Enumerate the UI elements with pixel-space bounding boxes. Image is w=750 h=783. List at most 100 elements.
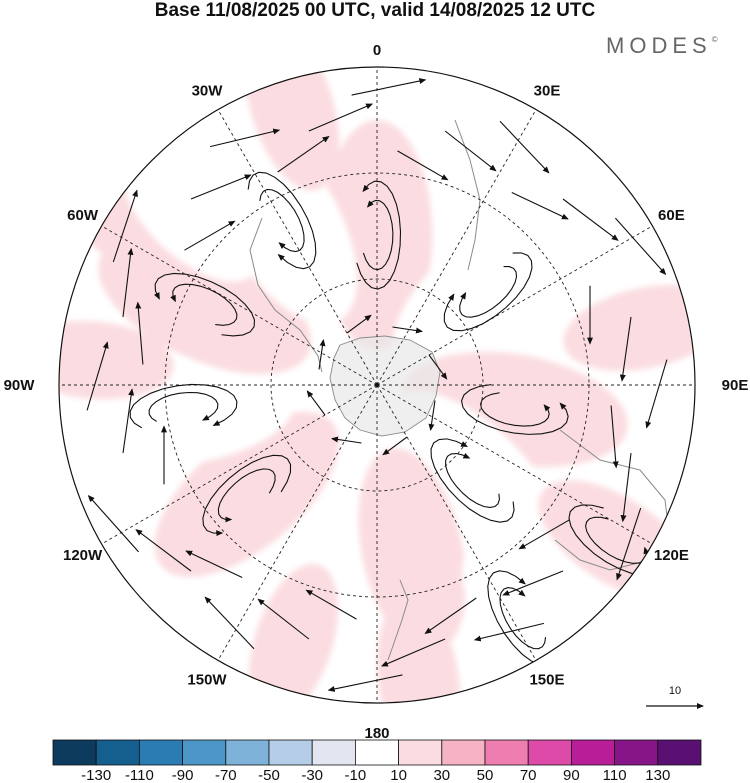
flow-arrow	[87, 494, 140, 553]
colorbar-swatch	[354, 739, 399, 766]
longitude-label: 150W	[187, 671, 227, 688]
colorbar-swatch	[571, 739, 616, 766]
flow-arrow	[318, 339, 326, 370]
reference-vector: 10	[646, 685, 704, 709]
flow-arrow	[204, 596, 255, 650]
flow-arrow	[380, 638, 446, 667]
flow-arrow	[428, 400, 436, 431]
colorbar-tick-label: -110	[125, 767, 154, 783]
colorbar-tick-label: -10	[345, 767, 367, 783]
meridian-line	[217, 384, 378, 661]
colorbar-swatch	[52, 739, 97, 766]
flow-arrow	[184, 220, 236, 251]
latitude-circle	[270, 278, 484, 492]
flow-arrow	[209, 128, 281, 148]
colorbar-tick-label: 70	[520, 767, 537, 783]
brand-mark: ©	[711, 35, 718, 44]
anomaly-field	[59, 67, 695, 703]
flow-arrow	[518, 519, 570, 550]
map-disk-border	[58, 66, 696, 704]
flow-arrow	[306, 390, 326, 416]
flow-arrow	[444, 130, 497, 172]
wind-streamlines	[86, 78, 668, 692]
vortex-streamline	[259, 188, 305, 253]
flow-arrow	[257, 598, 310, 640]
anomaly-center	[248, 563, 339, 703]
flow-arrow	[614, 217, 667, 276]
vortex-streamline	[362, 199, 394, 271]
flow-arrow	[346, 314, 372, 334]
flow-arrow	[277, 136, 330, 173]
anomaly-contour	[383, 391, 562, 570]
colorbar-tick-label: -30	[301, 767, 323, 783]
anomaly-contour	[59, 320, 174, 400]
flow-arrow	[392, 326, 423, 334]
new-zealand-coastline	[387, 579, 409, 661]
colorbar-tick-label: 50	[477, 767, 494, 783]
flow-arrow	[112, 189, 138, 263]
map-title: Base 11/08/2025 00 UTC, valid 14/08/2025…	[154, 0, 596, 21]
flow-arrow	[473, 622, 545, 642]
flow-arrow	[619, 316, 632, 382]
longitude-labels: 0 30E 60E 90E 120E 150E 180 150W 120W 90W 60W 30W	[4, 42, 749, 742]
anomaly-contour	[358, 448, 467, 655]
flow-arrow	[327, 674, 403, 692]
longitude-label: 180	[364, 725, 389, 742]
flow-arrow	[397, 150, 449, 181]
anomaly-center	[393, 206, 583, 377]
longitude-label: 120E	[654, 547, 689, 564]
anomaly-center	[358, 448, 467, 655]
colorbar-swatch	[527, 739, 572, 766]
meridian-line	[376, 109, 537, 386]
meridian-line	[376, 384, 537, 661]
meridian-line	[376, 225, 653, 386]
vortex-streamline	[148, 391, 219, 422]
flow-arrow	[499, 120, 550, 174]
south-pole-marker	[375, 383, 379, 387]
anomaly-contour	[245, 67, 340, 191]
flow-arrow	[620, 453, 632, 523]
flow-arrow	[135, 301, 144, 365]
anomaly-contour	[207, 117, 357, 324]
colorbar-swatch	[138, 739, 183, 766]
vortex-streamline	[480, 392, 551, 427]
flow-arrow	[610, 405, 619, 469]
colorbar-swatch	[182, 739, 227, 766]
longitude-label: 90E	[722, 377, 749, 394]
anomaly-contour	[248, 563, 339, 703]
flow-arrow	[351, 78, 427, 96]
colorbar-swatch	[441, 739, 486, 766]
anomaly-contour	[376, 596, 461, 703]
south-america-coastline	[249, 217, 323, 373]
flow-arrow	[122, 388, 135, 454]
meridian-line	[217, 109, 378, 386]
flow-arrow	[185, 550, 243, 578]
vortex-streamline	[499, 586, 547, 650]
vortex-streamline	[356, 180, 402, 290]
vortex-streamline	[153, 272, 256, 337]
flow-arrow	[562, 198, 619, 241]
flow-arrow	[86, 341, 109, 411]
flow-arrow	[424, 597, 477, 634]
meridian-line	[101, 225, 378, 386]
longitude-label: 30W	[192, 83, 224, 100]
reference-vector-label: 10	[669, 685, 681, 697]
colorbar-swatch	[95, 739, 140, 766]
colorbar-swatch	[657, 739, 702, 766]
vortex-streamline	[170, 283, 238, 326]
vortex-streamline	[460, 384, 569, 435]
colorbar-tick-label: 110	[603, 767, 627, 783]
anomaly-contour	[393, 206, 583, 377]
colorbar-tick-label: 30	[433, 767, 450, 783]
longitude-label: 90W	[4, 377, 36, 394]
colorbar-swatch	[268, 739, 313, 766]
anomaly-contour	[154, 411, 340, 578]
vortex-streamline	[445, 452, 500, 509]
flow-arrow	[428, 354, 448, 380]
flow-arrow	[122, 247, 134, 317]
colorbar-swatch	[398, 739, 443, 766]
longitude-label: 150E	[529, 671, 564, 688]
colorbar-tick-label: 130	[645, 767, 670, 783]
colorbar-tick-label: -130	[81, 767, 111, 783]
